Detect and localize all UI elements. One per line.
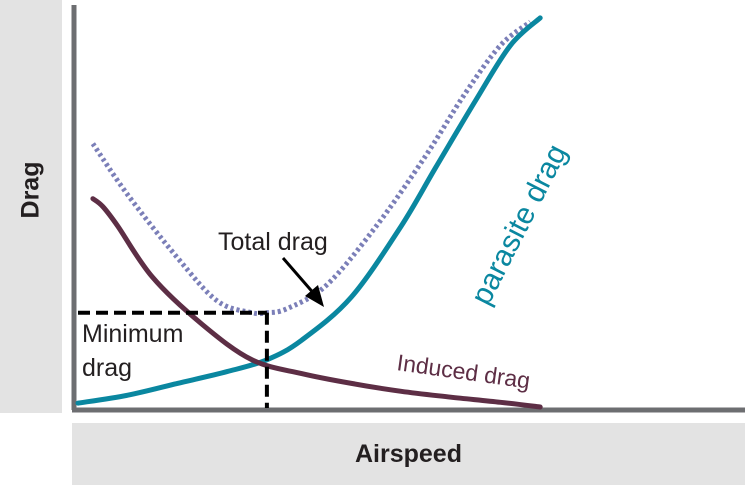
minimum-drag-line-1: Minimum [82,320,183,348]
minimum-drag-line-2: drag [82,354,132,382]
parasite-drag-curve [75,15,543,406]
axes [71,5,745,413]
total-drag-arrow-head [305,285,324,307]
total-drag-arrow-shaft [281,257,318,297]
parasite-drag-label: parasite drag [465,139,574,310]
x-axis-label-band [72,423,745,485]
series-layer [75,15,543,410]
minimum-drag-guides [78,310,269,408]
annotation-layer: Total drag Minimum drag parasite drag In… [82,139,574,393]
total-drag-curve [90,19,532,317]
minimum-drag-annotation: Minimum drag [82,320,190,382]
induced-drag-label: Induced drag [395,349,532,393]
total-drag-annotation: Total drag [218,228,328,256]
induced-drag-curve [90,196,543,410]
y-axis-label-band [0,0,62,413]
x-axis-label: Airspeed [355,440,462,468]
